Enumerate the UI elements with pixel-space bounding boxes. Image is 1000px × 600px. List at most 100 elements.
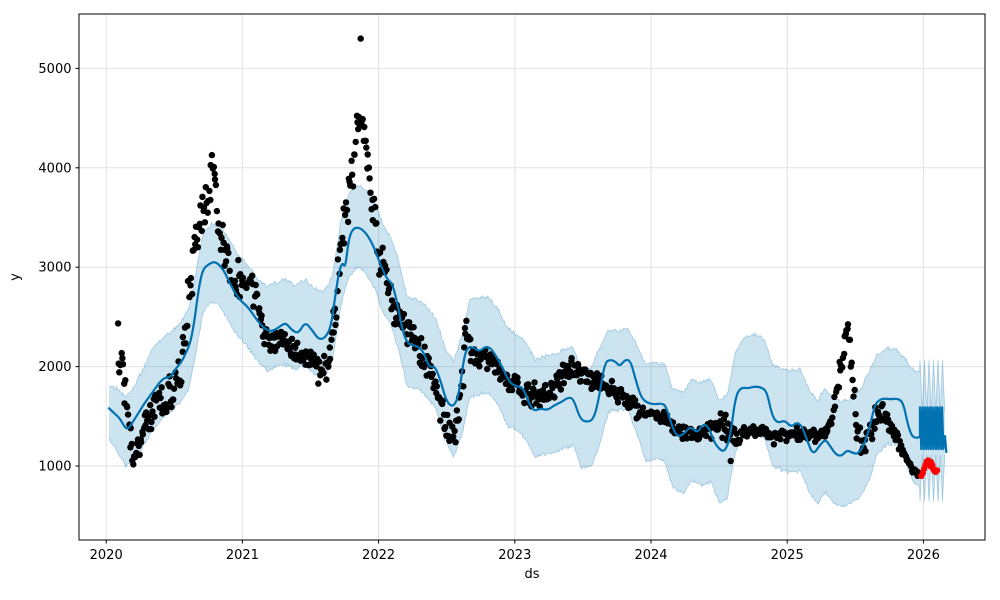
data-point [187, 282, 194, 289]
data-point [332, 321, 339, 329]
data-point [869, 435, 876, 443]
data-point [841, 350, 848, 358]
data-point [484, 365, 491, 373]
data-point [376, 249, 384, 256]
data-point [315, 358, 323, 365]
data-point [315, 380, 322, 387]
x-axis-label: ds [524, 567, 539, 582]
data-point [557, 386, 565, 393]
data-point [361, 123, 368, 131]
data-point [306, 361, 314, 368]
data-point [330, 329, 337, 336]
data-point [856, 424, 864, 431]
data-point [201, 219, 209, 226]
data-point [551, 394, 558, 401]
data-point [373, 219, 380, 227]
data-point [439, 397, 446, 404]
data-point [521, 399, 528, 407]
x-tick-label: 2025 [771, 548, 804, 563]
data-point [634, 402, 641, 409]
data-point [365, 164, 373, 171]
data-point [258, 312, 265, 319]
data-point [254, 291, 261, 298]
data-point [148, 418, 155, 426]
data-point [340, 240, 348, 247]
data-point [703, 432, 710, 440]
data-point [476, 363, 483, 370]
data-point [119, 361, 127, 368]
y-axis-ticks: 1000 2000 3000 4000 5000 [38, 62, 79, 475]
data-point [158, 384, 165, 391]
data-point [343, 206, 351, 214]
data-point [453, 407, 461, 414]
data-point [342, 199, 350, 206]
data-point [351, 151, 358, 158]
data-point [194, 244, 202, 251]
data-point [444, 411, 451, 419]
data-point [844, 325, 851, 333]
data-point [211, 170, 218, 178]
data-point [639, 404, 647, 411]
data-point [461, 324, 469, 332]
data-point [871, 425, 878, 432]
data-point [455, 416, 462, 423]
data-point [452, 439, 459, 446]
data-point [326, 355, 334, 363]
uncertainty-band [108, 184, 946, 508]
data-point [349, 183, 357, 190]
outlier-point [357, 35, 364, 42]
data-point [147, 401, 154, 409]
data-point [514, 374, 521, 381]
data-point [531, 379, 538, 386]
x-axis-ticks: 2020 2021 2022 2023 2024 2025 2026 [90, 540, 940, 563]
data-point [326, 344, 333, 351]
data-point [829, 414, 836, 421]
data-point [268, 343, 275, 350]
data-point [352, 138, 359, 146]
data-point [879, 401, 886, 408]
data-point [178, 378, 185, 386]
data-point [137, 439, 145, 446]
data-point [225, 249, 232, 257]
data-point [325, 363, 332, 370]
grid-lines [79, 14, 985, 540]
data-point [250, 303, 257, 310]
data-point [199, 193, 206, 200]
data-point [328, 336, 335, 343]
x-tick-label: 2020 [90, 548, 123, 563]
data-point [851, 386, 858, 394]
data-point [831, 403, 839, 410]
outlier-point [727, 457, 734, 465]
data-point [313, 363, 320, 370]
data-point [614, 399, 622, 406]
data-point [187, 274, 195, 282]
data-point [336, 246, 344, 253]
data-point [136, 451, 143, 458]
data-point [852, 411, 859, 418]
data-point [207, 196, 214, 204]
x-tick-label: 2026 [907, 548, 940, 563]
y-tick-label: 1000 [38, 460, 71, 475]
data-point [182, 340, 189, 347]
data-point [437, 417, 444, 424]
data-point [793, 423, 800, 431]
y-tick-label: 5000 [38, 62, 71, 77]
data-point [467, 336, 474, 343]
data-point [831, 393, 838, 401]
data-point [218, 234, 225, 241]
data-point [839, 364, 846, 371]
data-point [848, 359, 855, 366]
data-point [170, 385, 178, 392]
data-point [179, 333, 187, 341]
data-point [194, 236, 201, 243]
data-point [208, 151, 216, 159]
forecast-line [107, 226, 948, 457]
x-tick-label: 2021 [226, 548, 259, 563]
data-point [608, 377, 616, 385]
data-point [189, 290, 196, 298]
data-point [256, 305, 263, 312]
data-point [577, 377, 585, 385]
data-point [410, 324, 417, 331]
data-point [149, 408, 156, 415]
data-point [884, 411, 891, 418]
